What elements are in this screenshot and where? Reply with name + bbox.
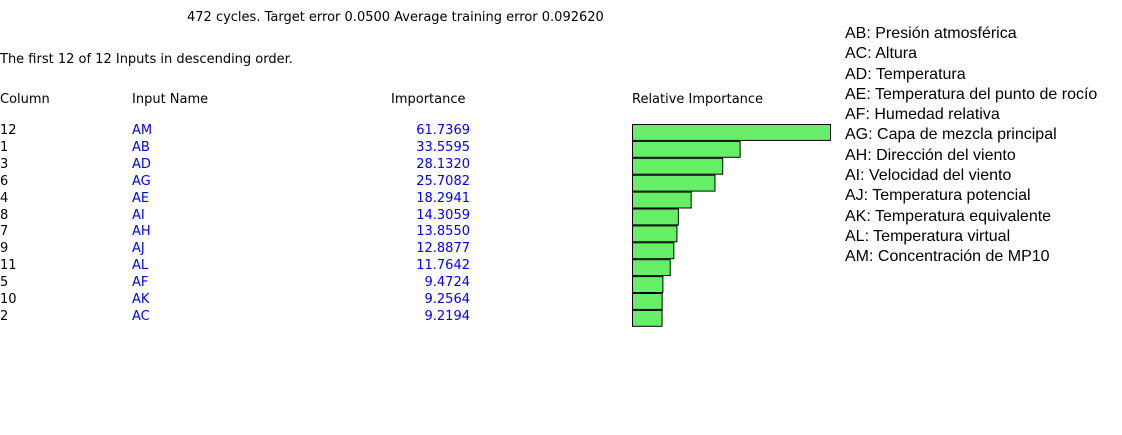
bar <box>632 309 663 327</box>
importance: 9.2194 <box>424 308 471 324</box>
bar <box>632 140 741 158</box>
bar <box>632 208 679 226</box>
importance: 9.4724 <box>424 275 471 291</box>
input-name: AJ <box>132 241 145 257</box>
legend-item: AB: Presión atmosférica <box>845 25 1017 42</box>
column-number: 6 <box>0 173 9 189</box>
input-name: AD <box>132 156 151 172</box>
bar <box>632 242 675 260</box>
input-name: AE <box>132 190 150 206</box>
importance: 25.7082 <box>416 173 470 189</box>
bar <box>632 259 671 277</box>
legend-item: AE: Temperatura del punto de rocío <box>845 85 1098 103</box>
legend-item: AL: Temperatura virtual <box>845 227 1011 245</box>
importance: 14.3059 <box>416 207 470 223</box>
column-number: 12 <box>0 123 17 138</box>
legend-item: AF: Humedad relativa <box>845 106 1000 124</box>
importance: 12.8877 <box>416 241 470 257</box>
status: 472 cycles. Target error 0.0500 Average … <box>187 10 604 25</box>
legend-item: AI: Velocidad del viento <box>845 167 1012 185</box>
bars <box>632 124 831 327</box>
bar <box>632 174 716 192</box>
column-number: 9 <box>0 241 9 257</box>
col-header: Column <box>0 92 50 107</box>
legend-item: AK: Temperatura equivalente <box>845 207 1052 225</box>
input-name: AF <box>132 275 149 291</box>
legend-item: AC: Altura <box>845 45 918 63</box>
subtitle: The first 12 of 12 Inputs in descending … <box>0 52 293 67</box>
bar <box>632 225 678 243</box>
column-number: 8 <box>0 207 9 223</box>
input-name: AH <box>132 224 151 240</box>
input-name: AB <box>132 139 150 155</box>
importance: 33.5595 <box>416 139 470 155</box>
bar <box>632 191 692 209</box>
input-name: AI <box>132 207 145 223</box>
column-number: 4 <box>0 190 9 206</box>
bar <box>632 124 831 141</box>
legend-item: AH: Dirección del viento <box>845 146 1016 164</box>
legend-item: AG: Capa de mezcla principal <box>845 126 1057 144</box>
importance: 18.2941 <box>416 190 470 206</box>
column-number: 3 <box>0 156 9 172</box>
importance: 61.7369 <box>416 123 470 138</box>
input-name: AL <box>132 258 149 274</box>
column-number: 7 <box>0 224 9 240</box>
importance: 28.1320 <box>416 156 470 172</box>
input-name: AC <box>132 308 150 324</box>
bar <box>632 157 724 175</box>
legend: AB: Presión atmosférica AC: Altura AD: Tem… <box>845 24 1113 268</box>
col-header: Input Name <box>132 92 209 107</box>
legend-item: AD: Temperatura <box>845 65 966 83</box>
col-header: Importance <box>391 92 466 107</box>
input-name: AK <box>132 292 150 307</box>
importance: 13.8550 <box>416 224 470 240</box>
legend-item: AJ: Temperatura potencial <box>845 187 1031 205</box>
column-number: 2 <box>0 308 9 324</box>
input-name: AM <box>132 123 153 138</box>
input-name: AG <box>132 173 151 189</box>
column-number: 1 <box>0 139 9 155</box>
column-number: 5 <box>0 275 9 291</box>
importance: 9.2564 <box>424 292 471 307</box>
importance: 11.7642 <box>416 258 470 274</box>
legend-item: AM: Concentración de MP10 <box>845 248 1050 266</box>
column-number: 10 <box>0 292 17 307</box>
col-header: Relative Importance <box>632 92 764 107</box>
column-number: 11 <box>0 258 17 274</box>
bar <box>632 293 663 310</box>
bar <box>632 276 664 294</box>
